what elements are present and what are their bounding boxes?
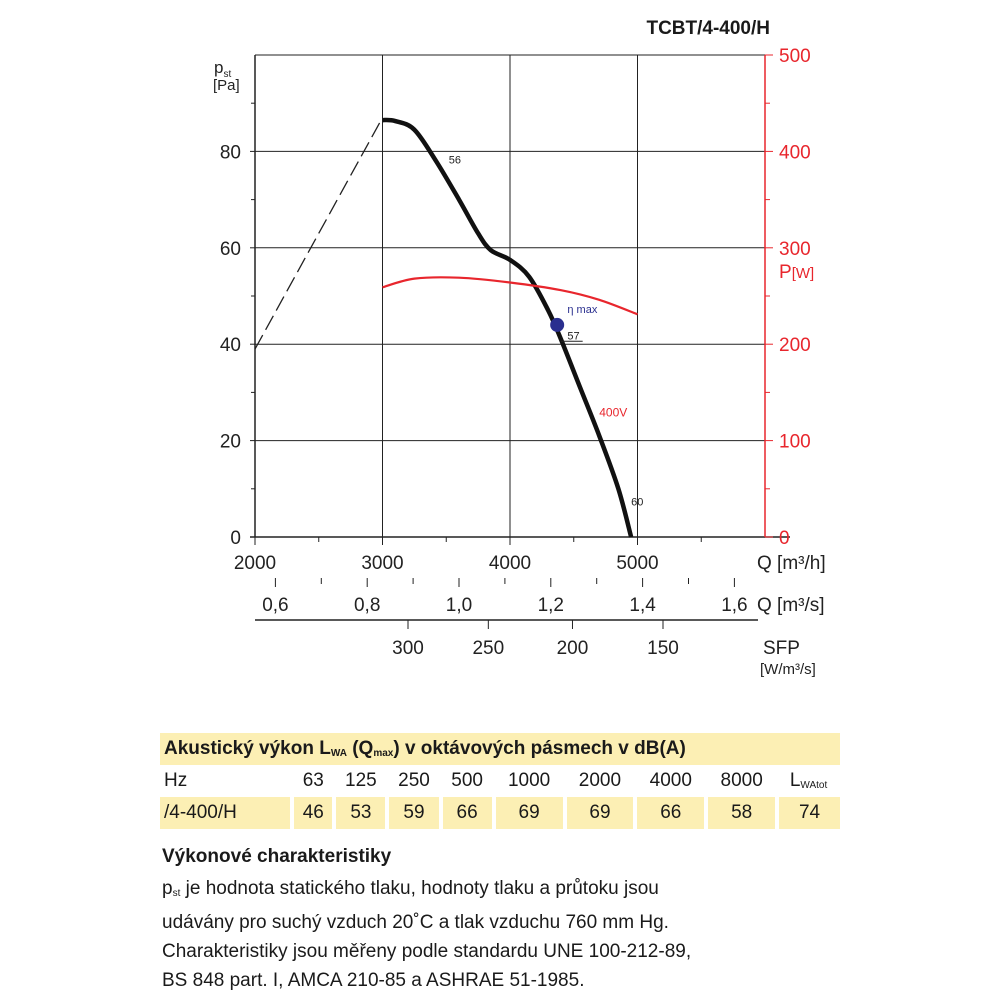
band-8000: 8000: [706, 765, 778, 797]
x-tick-label: 3000: [361, 553, 403, 574]
x2-tick-label: 1,2: [538, 595, 564, 616]
performance-text: pst je hodnota statického tlaku, hodnoty…: [162, 874, 802, 995]
performance-heading: Výkonové charakteristiky: [162, 846, 392, 867]
x2-tick-label: 0,8: [354, 595, 380, 616]
acoustic-title: Akustický výkon LWA (Qmax) v oktávových …: [160, 733, 840, 765]
blade-angle-label: 56: [449, 154, 461, 166]
value-1000: 69: [491, 797, 565, 829]
x-tick-label: 4000: [489, 553, 531, 574]
value-125: 53: [332, 797, 388, 829]
value-8000: 58: [704, 797, 778, 829]
value-4000: 66: [633, 797, 707, 829]
band-125: 125: [334, 765, 388, 797]
sfp-axis-unit: [W/m³/s]: [760, 661, 816, 678]
power-tick-label: 0: [779, 528, 790, 549]
fan-chart: 0204060800100200300400500pst[Pa]P[W]2000…: [213, 46, 826, 678]
total-label: LWAtot: [777, 765, 840, 797]
y-tick-label: 40: [220, 335, 241, 356]
row-label: /4-400/H: [160, 797, 293, 829]
hz-label: Hz: [160, 765, 293, 797]
sfp-tick-label: 300: [392, 638, 424, 659]
voltage-label: 400V: [599, 406, 627, 420]
sfp-axis-label: SFP: [763, 638, 800, 659]
x2-axis-label: Q [m³/s]: [757, 595, 825, 616]
band-1000: 1000: [493, 765, 565, 797]
series-stall-line: [254, 117, 384, 350]
value-500: 66: [438, 797, 494, 829]
series-400v-line: [382, 276, 638, 316]
band-2000: 2000: [564, 765, 636, 797]
performance-line-3: Charakteristiky jsou měřeny podle standa…: [162, 941, 692, 962]
y-tick-label: 20: [220, 432, 241, 453]
value-250: 59: [385, 797, 441, 829]
y-tick-label: 80: [220, 142, 241, 163]
sfp-tick-label: 200: [557, 638, 589, 659]
band-500: 500: [440, 765, 494, 797]
performance-line-2: udávány pro suchý vzduch 20˚C a tlak vzd…: [162, 912, 669, 933]
values-row: /4-400/H 46 53 59 66 69 69 66 58 74: [160, 797, 840, 829]
blade-angle-label: 57: [567, 330, 579, 342]
value-total: 74: [775, 797, 840, 829]
power-tick-label: 100: [779, 432, 811, 453]
y-tick-label: 60: [220, 239, 241, 260]
x2-tick-label: 1,0: [446, 595, 472, 616]
performance-line-1: pst je hodnota statického tlaku, hodnoty…: [162, 878, 659, 899]
band-4000: 4000: [635, 765, 707, 797]
value-2000: 69: [562, 797, 636, 829]
model-title: TCBT/4-400/H: [646, 18, 770, 39]
band-63: 63: [292, 765, 335, 797]
x2-tick-label: 0,6: [262, 595, 288, 616]
power-tick-label: 200: [779, 335, 811, 356]
value-63: 46: [290, 797, 335, 829]
x-tick-label: 5000: [616, 553, 658, 574]
sfp-tick-label: 250: [472, 638, 504, 659]
x2-tick-label: 1,6: [721, 595, 747, 616]
power-tick-label: 500: [779, 46, 811, 67]
power-tick-label: 400: [779, 142, 811, 163]
y-tick-label: 0: [230, 528, 241, 549]
series-pressure-line: [382, 117, 634, 538]
power-tick-label: 300: [779, 239, 811, 260]
acoustic-header-row: Akustický výkon LWA (Qmax) v oktávových …: [160, 733, 840, 765]
eta-max-label: η max: [567, 304, 597, 316]
x2-tick-label: 1,4: [629, 595, 656, 616]
y-axis-left-unit: [Pa]: [213, 77, 240, 94]
acoustic-table: Akustický výkon LWA (Qmax) v oktávových …: [160, 733, 840, 829]
x-tick-label: 2000: [234, 553, 276, 574]
y-axis-left-label: pst: [214, 58, 231, 80]
band-250: 250: [387, 765, 441, 797]
y-axis-right-label: P[W]: [779, 262, 814, 283]
sfp-tick-label: 150: [647, 638, 679, 659]
eta-max-point: [550, 317, 565, 332]
hz-row: Hz 63 125 250 500 1000 2000 4000 8000 LW…: [160, 765, 840, 797]
blade-angle-label: 60: [631, 497, 643, 509]
performance-line-4: BS 848 part. I, AMCA 210-85 a ASHRAE 51-…: [162, 970, 585, 991]
x-axis-label: Q [m³/h]: [757, 553, 826, 574]
